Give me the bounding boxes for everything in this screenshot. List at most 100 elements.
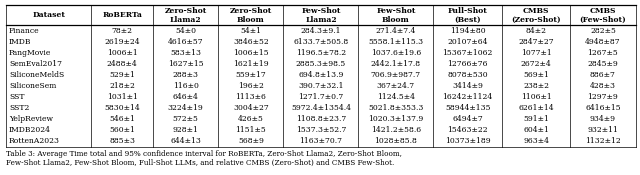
Text: 5558.1±115.3: 5558.1±115.3 (369, 38, 424, 46)
Text: 559±17: 559±17 (236, 71, 266, 79)
Text: 6133.7±505.8: 6133.7±505.8 (293, 38, 349, 46)
Text: 282±5: 282±5 (590, 27, 616, 35)
Text: Table 3: Average Time total and 95% confidence interval for RoBERTa, Zero-Shot L: Table 3: Average Time total and 95% conf… (6, 150, 403, 167)
Text: 426±5: 426±5 (238, 115, 264, 123)
Text: 5972.4±1354.4: 5972.4±1354.4 (291, 104, 351, 112)
Text: 1006±15: 1006±15 (233, 49, 269, 57)
Text: 54±1: 54±1 (241, 27, 261, 35)
Text: 58944±135: 58944±135 (445, 104, 490, 112)
Text: 4616±57: 4616±57 (168, 38, 204, 46)
Text: 2442.1±17.8: 2442.1±17.8 (371, 60, 421, 68)
Text: 1037.6±19.6: 1037.6±19.6 (371, 49, 421, 57)
Text: 1077±1: 1077±1 (521, 49, 552, 57)
Text: CMBS
(Zero-Shot): CMBS (Zero-Shot) (511, 7, 561, 24)
Text: 568±9: 568±9 (238, 137, 264, 145)
Text: Dataset: Dataset (32, 11, 65, 19)
Text: 583±13: 583±13 (170, 49, 201, 57)
Text: 2847±27: 2847±27 (518, 38, 554, 46)
Text: SiliconeSem: SiliconeSem (9, 82, 56, 90)
Text: 3414±9: 3414±9 (452, 82, 483, 90)
Text: 12766±76: 12766±76 (447, 60, 488, 68)
Text: 1267±5: 1267±5 (588, 49, 618, 57)
Text: 885±3: 885±3 (109, 137, 135, 145)
Text: Zero-Shot
Bloom: Zero-Shot Bloom (230, 7, 272, 24)
Text: 1108.8±23.7: 1108.8±23.7 (296, 115, 346, 123)
Text: 196±2: 196±2 (238, 82, 264, 90)
Text: 54±0: 54±0 (175, 27, 196, 35)
Text: 560±1: 560±1 (109, 126, 135, 134)
Text: 1106±1: 1106±1 (521, 93, 552, 101)
Text: 646±4: 646±4 (173, 93, 198, 101)
Text: 1031±1: 1031±1 (107, 93, 138, 101)
Text: 1421.2±58.6: 1421.2±58.6 (371, 126, 421, 134)
Text: 1537.3±52.7: 1537.3±52.7 (296, 126, 346, 134)
Text: 1113±6: 1113±6 (236, 93, 266, 101)
Text: 1621±19: 1621±19 (233, 60, 269, 68)
Text: 218±2: 218±2 (109, 82, 135, 90)
Text: 271.4±7.4: 271.4±7.4 (376, 27, 416, 35)
Text: 6494±7: 6494±7 (452, 115, 483, 123)
Text: 1151±5: 1151±5 (236, 126, 266, 134)
Text: 78±2: 78±2 (111, 27, 132, 35)
Text: PangMovie: PangMovie (9, 49, 51, 57)
Text: 1271.7±0.7: 1271.7±0.7 (298, 93, 344, 101)
Text: Finance: Finance (9, 27, 40, 35)
Text: 932±11: 932±11 (588, 126, 618, 134)
Text: 1124.5±4: 1124.5±4 (377, 93, 415, 101)
Text: 2845±9: 2845±9 (588, 60, 618, 68)
Text: 963±4: 963±4 (523, 137, 549, 145)
Text: 428±3: 428±3 (590, 82, 616, 90)
Text: 706.9±987.7: 706.9±987.7 (371, 71, 421, 79)
Text: 116±0: 116±0 (173, 82, 198, 90)
Text: IMDB: IMDB (9, 38, 31, 46)
Text: 1006±1: 1006±1 (107, 49, 138, 57)
Text: 2885.3±98.5: 2885.3±98.5 (296, 60, 346, 68)
Text: 284.3±9.1: 284.3±9.1 (301, 27, 341, 35)
Text: 569±1: 569±1 (523, 71, 549, 79)
Text: 604±1: 604±1 (523, 126, 549, 134)
Text: SST: SST (9, 93, 24, 101)
Text: 367±24.7: 367±24.7 (377, 82, 415, 90)
Text: 2672±4: 2672±4 (521, 60, 552, 68)
Text: 238±2: 238±2 (523, 82, 549, 90)
Text: 928±1: 928±1 (173, 126, 198, 134)
Text: Full-Shot
(Best): Full-Shot (Best) (448, 7, 488, 24)
Text: 16242±1124: 16242±1124 (442, 93, 493, 101)
Text: 390.7±32.1: 390.7±32.1 (298, 82, 344, 90)
Text: Few-Shot
Llama2: Few-Shot Llama2 (301, 7, 340, 24)
Text: 84±2: 84±2 (525, 27, 547, 35)
Text: 1196.5±78.2: 1196.5±78.2 (296, 49, 346, 57)
Text: 1020.3±137.9: 1020.3±137.9 (368, 115, 424, 123)
Text: 2488±4: 2488±4 (107, 60, 138, 68)
Text: 644±13: 644±13 (170, 137, 201, 145)
Text: 288±3: 288±3 (173, 71, 198, 79)
Text: CMBS
(Few-Shot): CMBS (Few-Shot) (580, 7, 627, 24)
Text: 934±9: 934±9 (590, 115, 616, 123)
Text: Few-Shot
Bloom: Few-Shot Bloom (376, 7, 416, 24)
Text: 3224±19: 3224±19 (168, 104, 204, 112)
Text: 5830±14: 5830±14 (104, 104, 140, 112)
Text: 5021.8±353.3: 5021.8±353.3 (368, 104, 424, 112)
Text: 591±1: 591±1 (523, 115, 549, 123)
Text: 15367±1062: 15367±1062 (442, 49, 493, 57)
Text: 529±1: 529±1 (109, 71, 135, 79)
Text: 10373±189: 10373±189 (445, 137, 490, 145)
Text: 546±1: 546±1 (109, 115, 135, 123)
Text: 6416±15: 6416±15 (585, 104, 621, 112)
Text: IMDB2024: IMDB2024 (9, 126, 51, 134)
Text: 3004±27: 3004±27 (233, 104, 269, 112)
Text: 6261±14: 6261±14 (518, 104, 554, 112)
Text: RoBERTa: RoBERTa (102, 11, 142, 19)
Text: 572±5: 572±5 (173, 115, 198, 123)
Text: 2619±24: 2619±24 (104, 38, 140, 46)
Text: 886±7: 886±7 (590, 71, 616, 79)
Text: SiliconeMeldS: SiliconeMeldS (9, 71, 64, 79)
Text: RottenA2023: RottenA2023 (9, 137, 60, 145)
Text: 3846±52: 3846±52 (233, 38, 269, 46)
Text: 4948±87: 4948±87 (585, 38, 621, 46)
Text: 1132±12: 1132±12 (585, 137, 621, 145)
Text: SemEval2017: SemEval2017 (9, 60, 62, 68)
Text: 1627±15: 1627±15 (168, 60, 204, 68)
Text: 1163±70.7: 1163±70.7 (300, 137, 342, 145)
Text: 1194±80: 1194±80 (450, 27, 486, 35)
